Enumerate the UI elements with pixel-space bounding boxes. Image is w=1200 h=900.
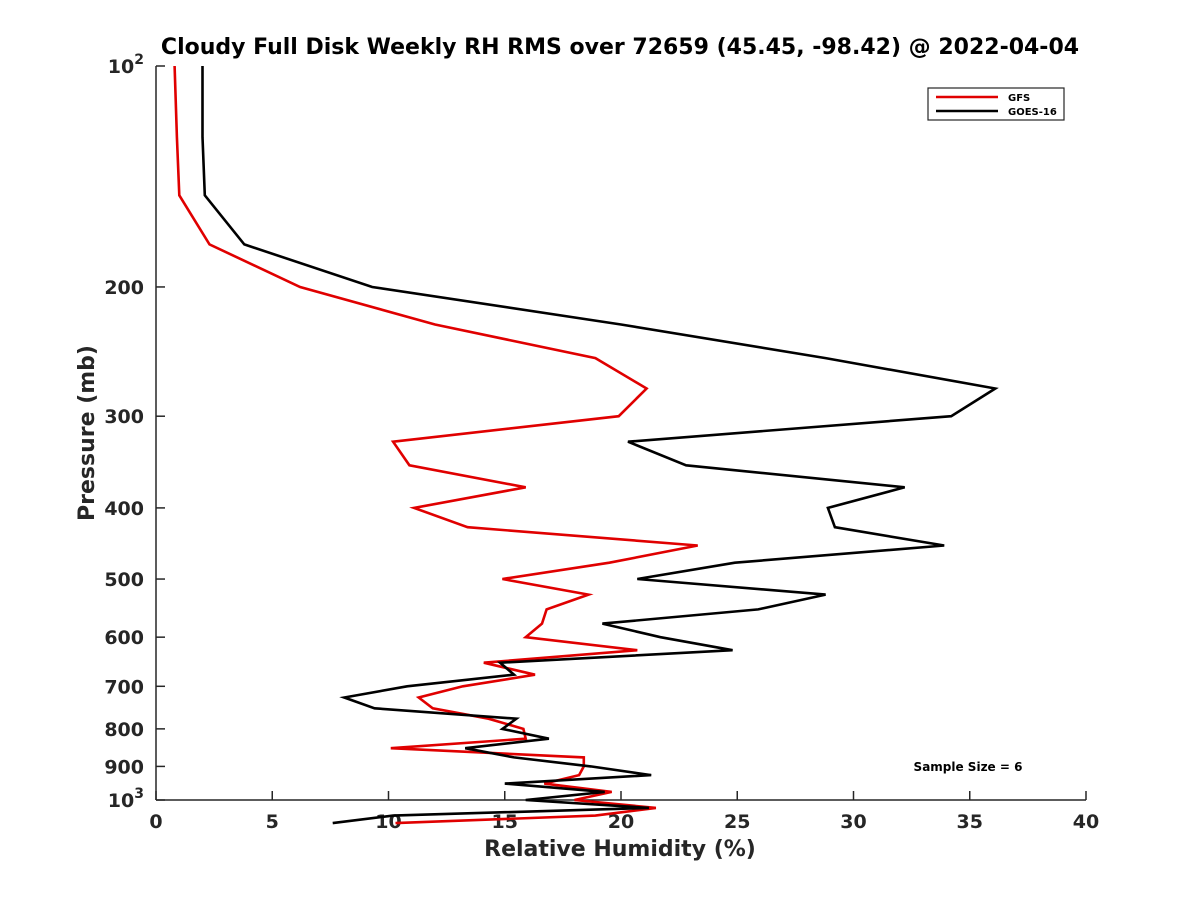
legend: GFS GOES-16 <box>927 87 1065 121</box>
y-tick-label-base: 10 <box>108 56 134 78</box>
y-tick-label: 200 <box>104 277 144 299</box>
y-axis-label: Pressure (mb) <box>75 345 100 521</box>
y-tick-label: 500 <box>104 569 144 591</box>
y-tick-label: 300 <box>104 406 144 428</box>
legend-label: GFS <box>1008 93 1030 104</box>
y-tick-label: 800 <box>104 719 144 741</box>
series-line-gfs <box>173 65 698 825</box>
y-tick-label: 400 <box>104 498 144 520</box>
legend-label: GOES-16 <box>1008 107 1057 118</box>
x-tick-label: 15 <box>492 811 518 833</box>
x-tick-label: 40 <box>1073 811 1099 833</box>
y-tick-label-base: 10 <box>108 790 134 812</box>
x-axis-label: Relative Humidity (%) <box>484 837 756 862</box>
legend-box <box>927 87 1065 121</box>
x-tick-label: 25 <box>724 811 750 833</box>
x-tick-label: 35 <box>957 811 983 833</box>
y-tick-label-exponent: 3 <box>134 786 144 802</box>
series-line-goes-16 <box>201 66 999 825</box>
y-tick-label-exponent: 2 <box>134 52 144 68</box>
x-tick-label: 30 <box>840 811 866 833</box>
x-tick-label: 5 <box>266 811 279 833</box>
sample-size-annotation: Sample Size = 6 <box>914 760 1023 774</box>
y-tick-label: 102 <box>108 52 144 78</box>
x-tick-label: 0 <box>149 811 162 833</box>
y-tick-label: 600 <box>104 627 144 649</box>
y-tick-label: 900 <box>104 756 144 778</box>
y-tick-label: 103 <box>108 786 144 812</box>
y-tick-label: 700 <box>104 676 144 698</box>
series-layer <box>173 65 999 825</box>
x-tick-label: 20 <box>608 811 634 833</box>
chart-title: Cloudy Full Disk Weekly RH RMS over 7265… <box>161 35 1079 60</box>
plot-axes: 0 5 10 15 20 25 30 35 40102200300400500600700800… <box>104 52 1099 833</box>
